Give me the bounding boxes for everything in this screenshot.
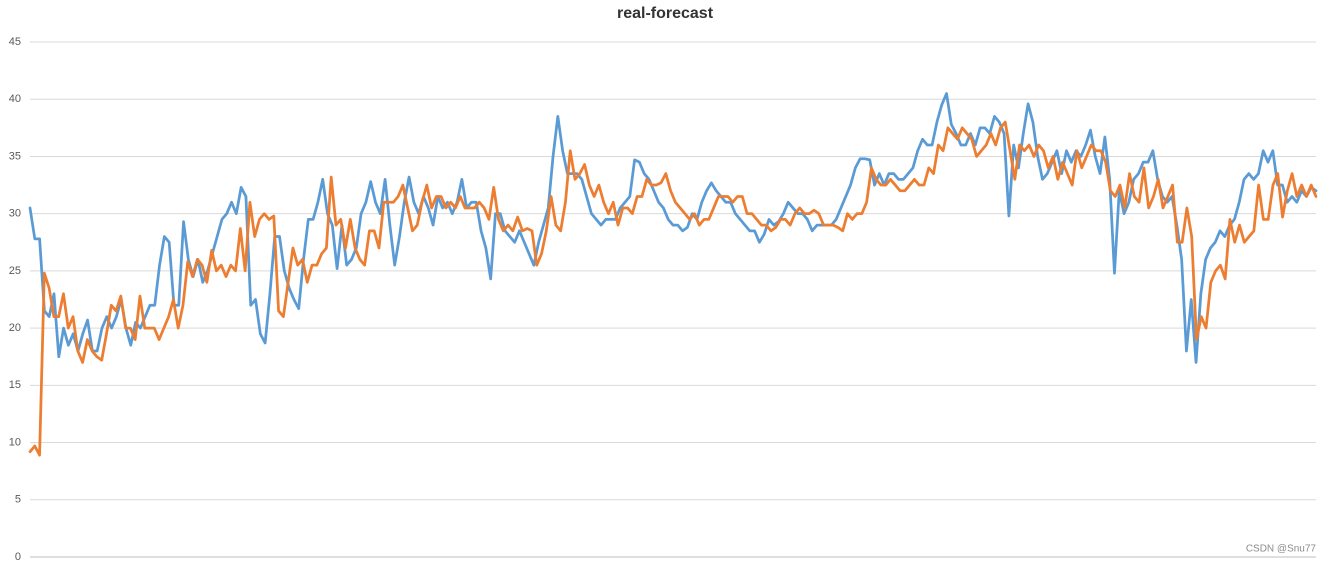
- y-tick-label: 35: [9, 150, 21, 162]
- y-tick-label: 0: [15, 551, 21, 562]
- y-tick-label: 30: [9, 208, 21, 220]
- y-tick-label: 15: [9, 379, 21, 391]
- series-line: [28, 120, 1318, 457]
- y-tick-label: 20: [9, 322, 21, 334]
- y-tick-label: 25: [9, 265, 21, 277]
- series-line: [28, 92, 1318, 364]
- y-tick-label: 40: [9, 93, 21, 105]
- chart-title: real-forecast: [617, 5, 714, 22]
- y-tick-label: 10: [9, 436, 21, 448]
- y-tick-label: 5: [15, 494, 21, 506]
- watermark: CSDN @Snu77: [1246, 544, 1317, 555]
- y-tick-label: 45: [9, 36, 21, 48]
